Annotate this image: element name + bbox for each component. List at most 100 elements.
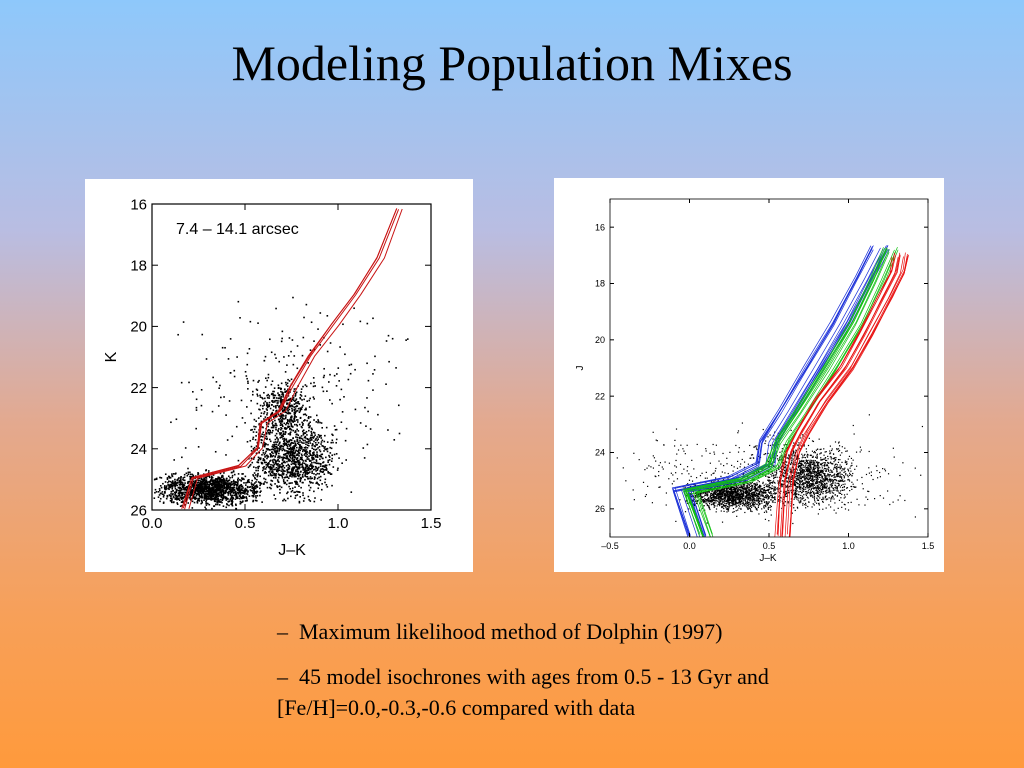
data-point (278, 405, 280, 408)
data-point (251, 453, 253, 455)
data-point (750, 489, 752, 492)
data-point (834, 457, 836, 459)
data-point (801, 476, 803, 478)
data-point (735, 496, 738, 499)
data-point (212, 491, 215, 494)
data-point (730, 483, 732, 485)
data-point (742, 484, 744, 486)
data-point (286, 455, 288, 458)
data-point (252, 499, 255, 502)
data-point (274, 468, 276, 471)
data-point (323, 447, 326, 449)
data-point (216, 480, 219, 483)
data-point (722, 504, 725, 506)
data-point (269, 431, 272, 434)
data-point (205, 504, 208, 506)
data-point (275, 424, 278, 427)
data-point (749, 497, 751, 499)
data-point (211, 476, 214, 479)
data-point (292, 397, 295, 399)
data-point (255, 452, 258, 455)
data-point (719, 489, 721, 492)
data-point (710, 493, 712, 495)
data-point (275, 443, 278, 446)
data-point (743, 504, 746, 506)
data-point (274, 394, 277, 397)
data-point (167, 475, 170, 478)
data-point (769, 505, 771, 507)
data-point (290, 460, 293, 463)
data-point (172, 482, 175, 484)
data-point (208, 476, 211, 479)
data-point (285, 383, 288, 386)
data-point (289, 433, 291, 436)
data-point (720, 488, 722, 491)
data-point (251, 393, 254, 396)
data-point (200, 388, 203, 391)
data-point (278, 460, 280, 463)
data-point (280, 421, 283, 423)
data-point (180, 475, 182, 478)
data-point (826, 464, 829, 467)
data-point (286, 422, 288, 424)
data-point (280, 434, 283, 437)
data-point (200, 490, 202, 493)
data-point (179, 481, 181, 483)
data-point (252, 458, 255, 460)
data-point (756, 497, 758, 499)
data-point (367, 379, 370, 382)
data-point (214, 485, 217, 487)
data-point (241, 485, 244, 488)
data-point (289, 447, 291, 450)
data-point (260, 420, 263, 423)
data-point (301, 447, 303, 449)
data-point (299, 439, 301, 442)
data-point (747, 476, 749, 478)
data-point (292, 470, 294, 472)
data-point (715, 492, 718, 494)
data-point (270, 426, 273, 429)
data-point (267, 455, 269, 458)
data-point (762, 491, 765, 494)
data-point (279, 424, 282, 427)
data-point (763, 486, 766, 489)
data-point (276, 486, 279, 489)
data-point (767, 507, 769, 509)
data-point (735, 485, 737, 487)
data-point (282, 470, 285, 472)
data-point (288, 471, 290, 474)
data-point (277, 463, 279, 465)
data-point (754, 502, 756, 504)
data-point (292, 399, 295, 401)
data-point (763, 491, 765, 494)
data-point (196, 501, 199, 503)
data-point (735, 488, 737, 490)
data-point (397, 404, 400, 407)
data-point (215, 481, 218, 484)
data-point (203, 477, 205, 480)
data-point (774, 496, 776, 499)
data-point (302, 469, 304, 471)
data-point (252, 474, 254, 476)
data-point (726, 491, 728, 493)
data-point (282, 438, 284, 440)
data-point (277, 473, 280, 475)
data-point (195, 484, 198, 487)
data-point (325, 466, 327, 469)
data-point (176, 489, 178, 491)
data-point (311, 467, 314, 469)
data-point (764, 489, 766, 491)
data-point (749, 507, 751, 510)
data-point (185, 498, 188, 501)
data-point (799, 481, 801, 483)
data-point (278, 394, 281, 396)
data-point (257, 467, 260, 470)
data-point (704, 494, 706, 496)
data-point (258, 408, 260, 411)
data-point (218, 488, 220, 490)
data-point (213, 485, 216, 487)
data-point (269, 338, 271, 341)
data-point (751, 504, 754, 506)
data-point (292, 462, 294, 465)
data-point (200, 485, 202, 488)
